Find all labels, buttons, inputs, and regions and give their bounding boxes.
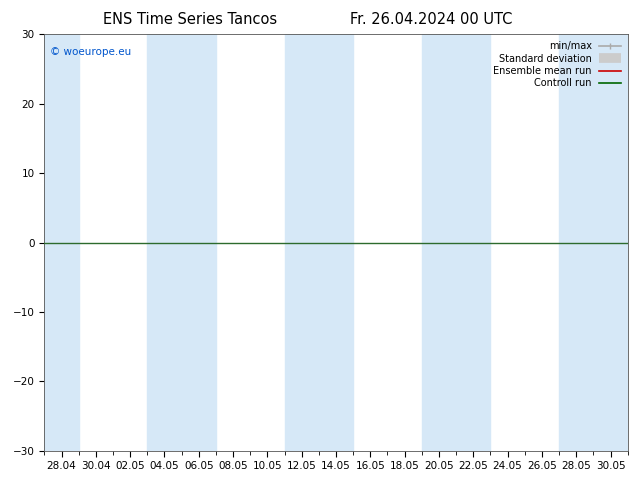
Bar [44,34,79,451]
Bar [285,34,319,451]
Text: © woeurope.eu: © woeurope.eu [50,47,131,57]
Text: Fr. 26.04.2024 00 UTC: Fr. 26.04.2024 00 UTC [350,12,512,27]
Bar [456,34,491,451]
Bar [181,34,216,451]
Bar [422,34,456,451]
Bar [559,34,593,451]
Text: ENS Time Series Tancos: ENS Time Series Tancos [103,12,277,27]
Bar [319,34,353,451]
Bar [593,34,628,451]
Bar [147,34,181,451]
Legend: min/max, Standard deviation, Ensemble mean run, Controll run: min/max, Standard deviation, Ensemble me… [491,39,623,90]
